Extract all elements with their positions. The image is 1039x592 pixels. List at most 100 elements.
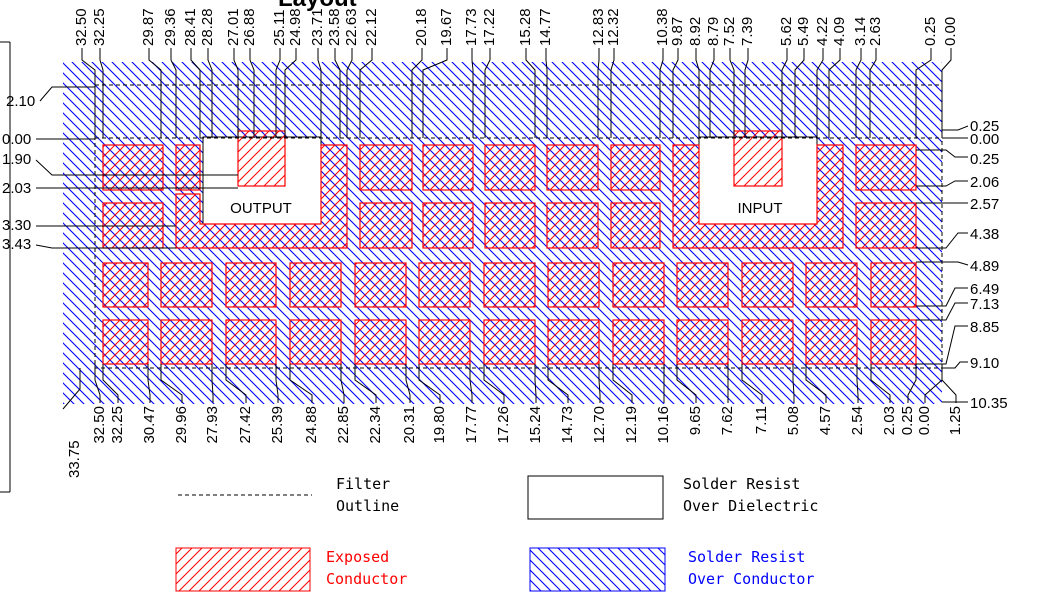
conductor-pad — [805, 262, 858, 308]
top-dim-label: 17.22 — [481, 8, 498, 46]
right-dim-label: 4.89 — [970, 258, 999, 275]
conductor-pad — [546, 144, 599, 191]
conductor-pad — [610, 202, 661, 249]
top-dim-leader — [729, 48, 735, 138]
top-dim-leader — [484, 48, 491, 138]
top-dim-label: 0.25 — [922, 17, 939, 46]
top-dimension-leaders — [81, 48, 952, 138]
top-dim-label: 27.01 — [225, 8, 242, 46]
top-dim-label: 26.88 — [241, 8, 258, 46]
bottom-dim-leader — [870, 364, 891, 403]
bottom-dimension-labels: 32.50 32.25 30.47 29.96 27.93 27.42 25.39 24.88… — [91, 406, 964, 444]
top-dimension-labels: 32.50 32.25 29.87 29.36 28.41 28.28 27.01 26.88… — [73, 8, 959, 46]
top-dim-leader — [249, 48, 255, 138]
bottom-dim-leader — [405, 364, 411, 403]
bottom-dim-leader — [94, 364, 101, 403]
conductor-pad — [354, 262, 407, 308]
conductor-pad — [484, 202, 536, 249]
bottom-dim-leader — [792, 364, 795, 403]
right-dimension-leaders — [916, 125, 969, 403]
conductor-pad — [422, 144, 474, 191]
left-dim-label: 3.43 — [2, 236, 31, 253]
conductor-pad — [225, 262, 277, 308]
bottom-dim-leader — [547, 364, 569, 403]
bottom-dim-leader — [612, 364, 633, 403]
conductor-pad — [547, 319, 600, 365]
top-dim-leader — [828, 48, 841, 138]
conductor-pad — [483, 319, 536, 365]
legend-dielectric-swatch — [527, 475, 664, 520]
bottom-dim-label: 19.80 — [431, 406, 448, 444]
output-conductor-trace — [175, 144, 348, 249]
top-dim-leader — [233, 48, 239, 138]
top-dim-leader — [284, 48, 297, 138]
conductor-pad — [160, 262, 213, 308]
bottom-dim-leader — [941, 364, 957, 403]
legend-exposed-conductor-text: Conductor — [326, 570, 407, 588]
exposed-conductor-pads — [102, 130, 917, 365]
right-dim-label: 7.13 — [970, 296, 999, 313]
bottom-dim-leader — [147, 364, 151, 403]
conductor-pad — [354, 319, 407, 365]
bottom-dim-leader — [598, 364, 601, 403]
legend-solder-resist-conductor-text: Solder Resist — [688, 548, 805, 566]
conductor-pad — [855, 202, 917, 249]
legend-exposed-conductor-swatch — [175, 547, 311, 592]
conductor-pad — [359, 144, 413, 191]
bottom-dim-leader — [741, 364, 763, 403]
output-label: OUTPUT — [230, 200, 292, 217]
conductor-pad — [175, 144, 201, 191]
bottom-dim-leader — [289, 364, 313, 403]
top-dim-leader — [915, 48, 932, 138]
conductor-pad — [870, 319, 917, 365]
bottom-dim-label: 25.39 — [269, 406, 286, 444]
left-dimension-leaders — [35, 86, 238, 410]
bottom-dim-leader — [856, 364, 859, 403]
top-dim-label: 24.98 — [287, 8, 304, 46]
top-dim-leader — [597, 48, 600, 138]
conductor-pad — [225, 319, 277, 365]
conductor-pad — [733, 130, 783, 187]
bottom-dim-leader — [354, 364, 377, 403]
left-dim-label: 2.10 — [6, 93, 35, 110]
right-dim-label: 0.25 — [970, 118, 999, 135]
bottom-dim-label: 4.57 — [817, 406, 834, 435]
conductor-pad — [855, 144, 917, 191]
left-dim-label: 0.00 — [2, 131, 31, 148]
conductor-pad — [546, 202, 599, 249]
top-dim-leader — [525, 48, 536, 138]
conductor-pad — [289, 262, 342, 308]
bottom-dim-label: 5.08 — [785, 406, 802, 435]
top-dim-leader — [744, 48, 749, 138]
bottom-dim-label: 7.11 — [753, 406, 770, 434]
top-dim-label: 5.49 — [795, 17, 812, 46]
conductor-pad — [422, 202, 474, 249]
top-dim-leader — [190, 48, 201, 138]
top-dim-label: 32.50 — [73, 8, 90, 46]
bottom-dim-label: 20.31 — [401, 406, 418, 444]
top-dim-leader — [207, 48, 213, 138]
legend-dielectric-text: Solder Resist — [683, 475, 800, 493]
top-dim-label: 8.92 — [687, 17, 704, 46]
conductor-pad — [102, 144, 164, 191]
right-dim-label: 0.00 — [970, 131, 999, 148]
top-dim-leader — [411, 48, 423, 138]
top-dim-leader — [816, 48, 824, 138]
bottom-dim-label: 22.85 — [335, 406, 352, 444]
bottom-dim-label: 0.25 — [899, 406, 916, 435]
conductor-pad — [741, 319, 794, 365]
bottom-dim-leader — [676, 364, 697, 403]
top-dim-leader — [672, 48, 679, 138]
bottom-dim-leader — [340, 364, 345, 403]
input-conductor-trace — [672, 144, 844, 249]
bottom-dim-label: 30.47 — [141, 406, 158, 444]
bottom-dim-label: 27.93 — [204, 406, 221, 444]
bottom-dim-label: 9.65 — [687, 406, 704, 435]
top-dim-leader — [346, 48, 353, 138]
top-dim-leader — [941, 48, 952, 138]
top-dim-leader — [659, 48, 664, 138]
top-dim-leader — [781, 48, 788, 138]
right-dim-label: 8.85 — [970, 319, 999, 336]
bottom-dim-label: 32.50 — [91, 406, 108, 444]
